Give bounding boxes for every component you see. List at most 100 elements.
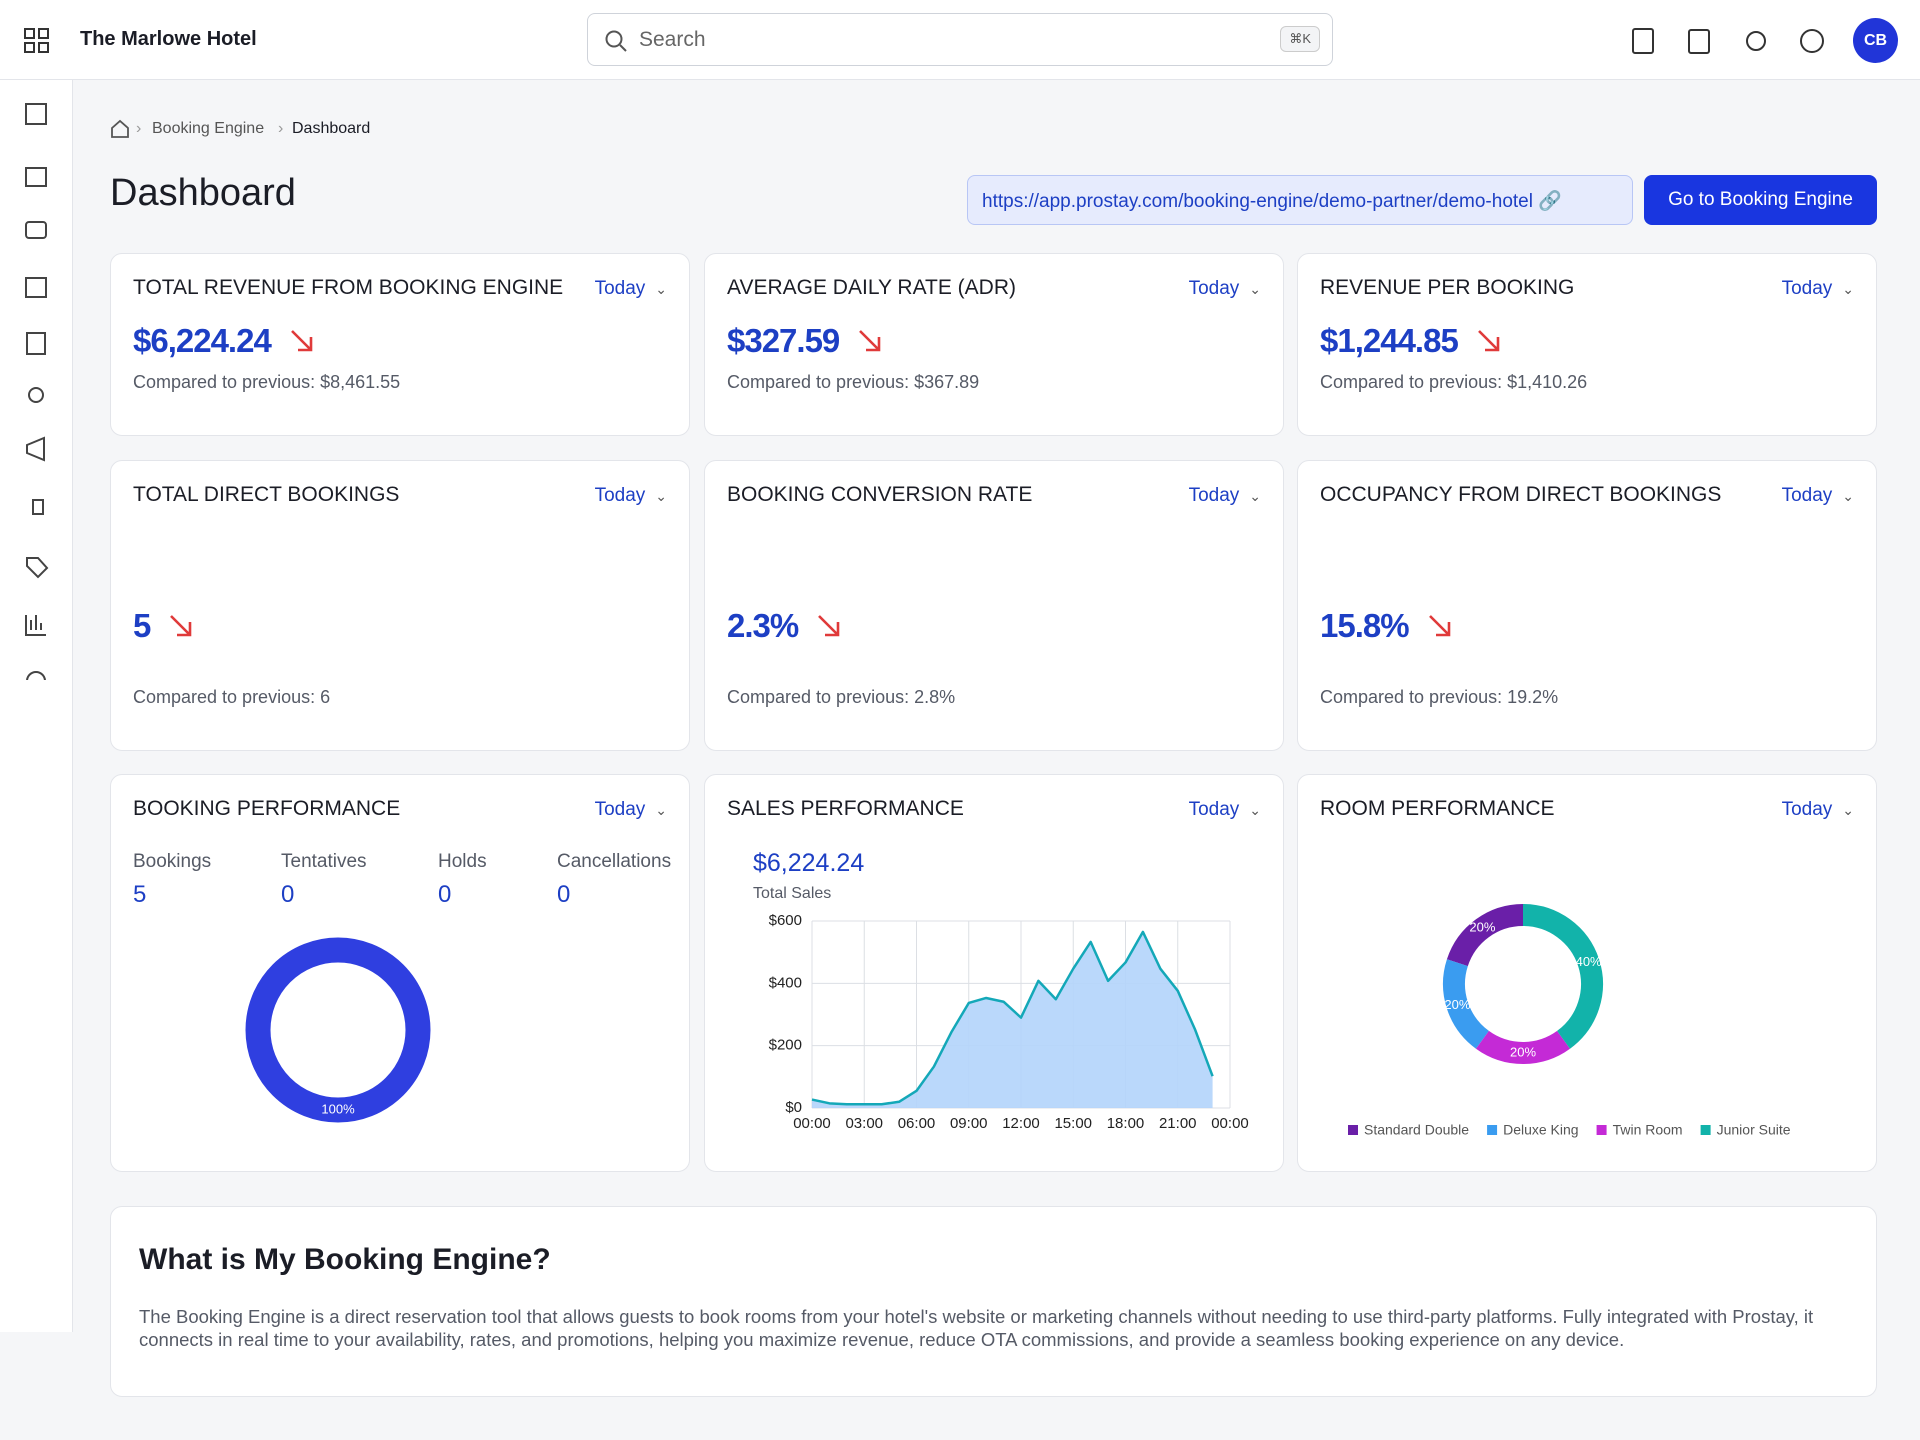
booking-url: https://app.prostay.com/booking-engine/d… <box>982 191 1533 212</box>
kpi-compare: Compared to previous: $8,461.55 <box>133 372 401 392</box>
trend-down-icon <box>859 330 881 352</box>
nav-icon[interactable] <box>26 332 46 355</box>
trend-down-icon <box>818 615 840 637</box>
legend-swatch <box>1348 1125 1358 1135</box>
stat-value: 0 <box>557 881 571 908</box>
stat-value: 0 <box>281 881 295 908</box>
nav-icon[interactable] <box>26 436 45 462</box>
chevron: ⌄ <box>1249 488 1261 504</box>
kpi-compare: Compared to previous: $367.89 <box>727 372 980 392</box>
x-tick-label: 00:00 <box>1211 1115 1249 1132</box>
kpi-compare: Compared to previous: $1,410.26 <box>1320 372 1588 392</box>
trend-down-icon <box>1477 330 1500 352</box>
settings-icon[interactable] <box>1746 31 1766 51</box>
card-title: ROOM PERFORMANCE <box>1320 797 1555 820</box>
apps-icon[interactable] <box>24 28 50 54</box>
tasks-icon[interactable] <box>1688 29 1710 54</box>
period-select[interactable]: Today ⌄ <box>1188 485 1261 506</box>
y-tick-label: $0 <box>785 1099 802 1116</box>
legend-label: Standard Double <box>1364 1122 1469 1138</box>
period-select[interactable]: Today ⌄ <box>1781 278 1854 299</box>
nav-icon[interactable] <box>28 387 44 403</box>
nav-icon[interactable] <box>32 499 44 515</box>
nav-icon[interactable] <box>26 557 49 579</box>
segment-label: 20% <box>1444 997 1470 1012</box>
kpi-compare: Compared to previous: 2.8% <box>727 687 956 707</box>
period-select[interactable]: Today ⌄ <box>1781 799 1854 820</box>
room-donut: 20% 20% 20% 40% Standard Double Deluxe King Tw… <box>1348 904 1791 1138</box>
kpi-compare: Compared to previous: 19.2% <box>1320 687 1559 707</box>
kpi-card: OCCUPANCY FROM DIRECT BOOKINGS Today ⌄ 15.8… <box>1297 460 1877 751</box>
segment-label: 40% <box>1576 954 1602 969</box>
avatar[interactable]: CB <box>1853 18 1898 63</box>
card-title: SALES PERFORMANCE <box>727 797 964 820</box>
billing-icon[interactable] <box>1632 28 1654 54</box>
x-tick-label: 00:00 <box>793 1115 831 1132</box>
stat-label: Bookings <box>133 851 212 872</box>
y-tick-label: $200 <box>769 1037 802 1054</box>
donut-segment <box>1475 1030 1571 1064</box>
segment-label: 100% <box>321 1101 355 1116</box>
arrow <box>1428 615 1450 637</box>
nav-icon[interactable] <box>26 671 46 691</box>
shortcut: ⌘K <box>1280 26 1320 52</box>
booking-performance-card: BOOKING PERFORMANCE Today ⌄ Bookings 5 Tentat… <box>110 774 690 1172</box>
chevron: ⌄ <box>655 802 667 818</box>
segment-label: 20% <box>1510 1044 1536 1059</box>
room-performance-card: ROOM PERFORMANCE Today ⌄ 20% 20% 20% 40% Standa… <box>1297 774 1877 1172</box>
period-select[interactable]: Today ⌄ <box>1781 485 1854 506</box>
nav-icon[interactable] <box>25 615 46 636</box>
url-box[interactable]: https://app.prostay.com/booking-engine/d… <box>967 175 1633 225</box>
kpi-card: TOTAL REVENUE FROM BOOKING ENGINE Today ⌄ $… <box>110 253 690 436</box>
kpi-value: 2.3% <box>727 607 799 644</box>
nav-icon[interactable] <box>25 277 47 298</box>
breadcrumb-sep: › <box>136 120 142 137</box>
chevron: ⌄ <box>1842 802 1854 818</box>
breadcrumb-current: Dashboard <box>292 120 371 137</box>
y-tick-label: $400 <box>769 974 802 991</box>
period-select[interactable]: Today ⌄ <box>1188 278 1261 299</box>
nav-icon[interactable] <box>25 221 47 239</box>
card-title: TOTAL DIRECT BOOKINGS <box>133 483 400 506</box>
nav-icon[interactable] <box>25 103 47 125</box>
arrow <box>290 330 313 352</box>
period-select[interactable]: Today ⌄ <box>594 485 667 506</box>
sales-total: $6,224.24 <box>753 849 865 877</box>
trend-down-icon <box>170 615 192 637</box>
chevron: ⌄ <box>1249 281 1261 297</box>
trend-down-icon <box>1428 615 1450 637</box>
nav-icon[interactable] <box>25 167 47 187</box>
period-select[interactable]: Today ⌄ <box>594 278 667 299</box>
search-box[interactable]: Search ⌘K <box>587 13 1333 66</box>
x-tick-label: 09:00 <box>950 1115 988 1132</box>
hotel-name: The Marlowe Hotel <box>80 28 257 50</box>
kpi-value: 15.8% <box>1320 607 1410 644</box>
stat-label: Tentatives <box>281 851 367 872</box>
chevron: ⌄ <box>1842 281 1854 297</box>
go-button[interactable]: Go to Booking Engine <box>1644 175 1877 225</box>
home-icon[interactable] <box>110 119 130 139</box>
arrow <box>818 615 840 637</box>
breadcrumb-link[interactable]: Booking Engine <box>152 120 265 137</box>
card-title: AVERAGE DAILY RATE (ADR) <box>727 276 1017 299</box>
period-select[interactable]: Today ⌄ <box>594 799 667 820</box>
x-tick-label: 03:00 <box>845 1115 883 1132</box>
search-placeholder: Search <box>639 28 706 51</box>
period-select[interactable]: Today ⌄ <box>1188 799 1261 820</box>
help-icon[interactable] <box>1800 29 1824 53</box>
sales-area <box>812 931 1213 1108</box>
donut-segment <box>1522 904 1603 1049</box>
stat-value: 0 <box>438 881 452 908</box>
kpi-compare: Compared to previous: 6 <box>133 687 331 707</box>
legend-swatch <box>1487 1125 1498 1135</box>
sales-line <box>811 930 1214 1106</box>
donut-segment <box>245 937 431 1123</box>
trend-down-icon <box>290 330 313 352</box>
stat-value: 5 <box>133 881 147 908</box>
kpi-value: $1,244.85 <box>1320 322 1459 359</box>
chevron: ⌄ <box>655 281 667 297</box>
legend-label: Deluxe King <box>1503 1122 1579 1138</box>
x-tick-label: 12:00 <box>1002 1115 1040 1132</box>
chevron: ⌄ <box>1249 802 1261 818</box>
kpi-value: 5 <box>133 607 151 644</box>
